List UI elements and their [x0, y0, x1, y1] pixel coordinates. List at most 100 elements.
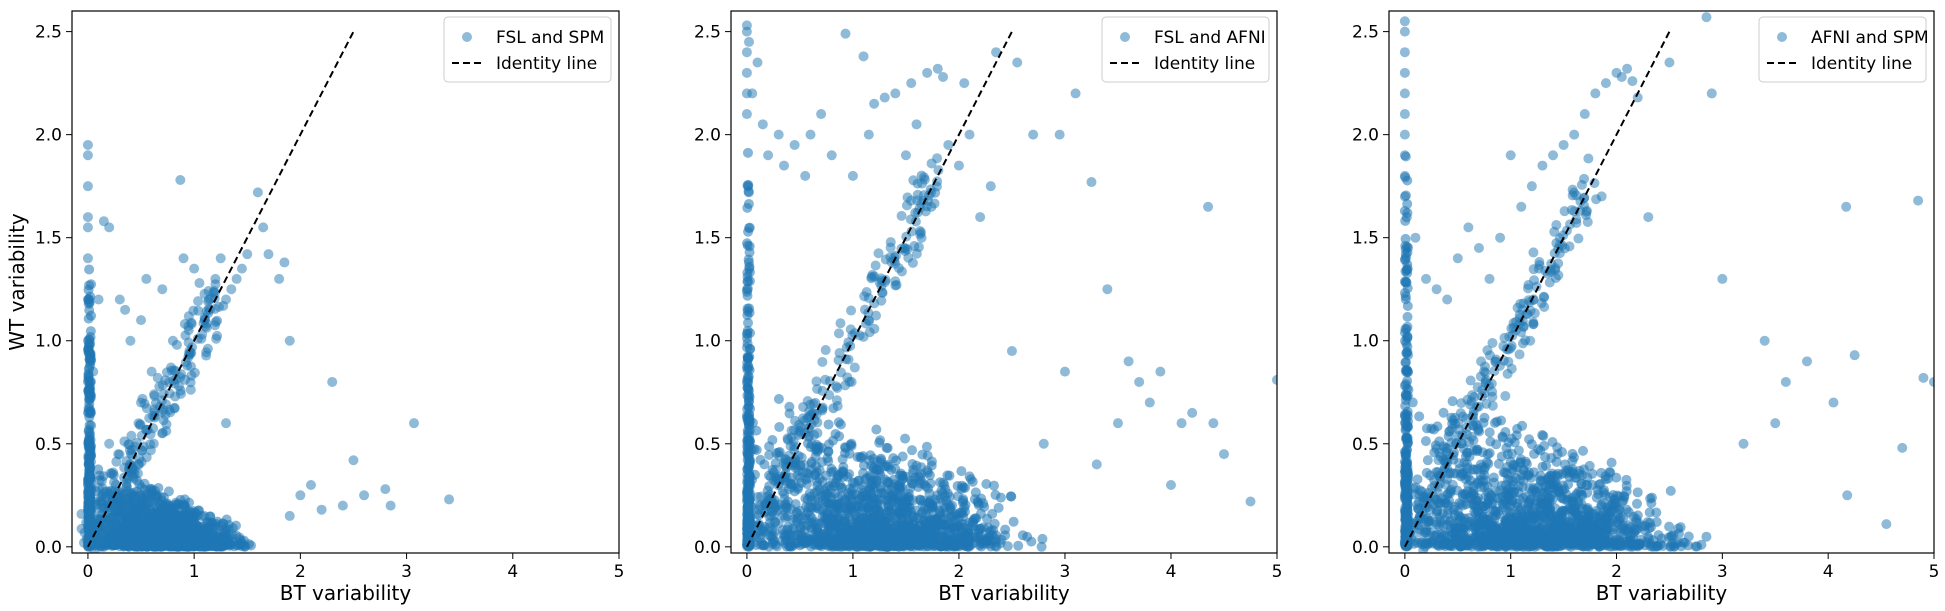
data-point	[741, 47, 752, 58]
cloud-point	[871, 475, 882, 486]
cloud-point	[209, 286, 220, 297]
cloud-point	[889, 492, 900, 503]
cloud-point	[835, 318, 846, 329]
plot-area	[1399, 12, 1934, 553]
x-tick-label: 4	[507, 562, 518, 582]
cloud-point	[151, 490, 162, 501]
cloud-point	[743, 198, 754, 209]
cloud-point	[229, 541, 240, 552]
cloud-point	[85, 348, 96, 359]
cloud-point	[854, 501, 865, 512]
data-point	[104, 438, 115, 449]
cloud-point	[151, 539, 162, 550]
cloud-point	[155, 499, 166, 510]
data-point	[789, 139, 800, 150]
cloud-point	[956, 466, 967, 477]
identity-line	[87, 31, 355, 548]
data-point	[279, 257, 290, 268]
cloud-point	[790, 456, 801, 467]
cloud-point	[911, 248, 922, 259]
cloud-point	[878, 494, 889, 505]
cloud-point	[916, 462, 927, 473]
cloud-point	[1491, 439, 1502, 450]
cloud-point	[898, 541, 909, 552]
data-point	[385, 500, 396, 511]
cloud-point	[135, 516, 146, 527]
cloud-point	[926, 201, 937, 212]
cloud-point	[764, 449, 775, 460]
cloud-point	[742, 276, 753, 287]
cloud-point	[79, 527, 90, 538]
data-point	[800, 170, 811, 181]
cloud-point	[89, 546, 100, 553]
cloud-point	[901, 200, 912, 211]
data-point	[194, 278, 205, 289]
subplot-1: 0 1 2 3 4 50.00.51.01.52.02.5BT variabilityWT…	[5, 10, 624, 605]
cloud-point	[800, 537, 811, 548]
cloud-point	[913, 481, 924, 492]
data-point	[890, 88, 901, 99]
cloud-point	[1422, 455, 1433, 466]
cloud-point	[859, 460, 870, 471]
subplot-2: 0 1 2 3 4 50.00.51.01.52.02.5BT variabilityFS…	[694, 10, 1283, 605]
data-point	[847, 170, 858, 181]
data-point	[911, 119, 922, 130]
cloud-point	[785, 441, 796, 452]
cloud-point	[770, 472, 781, 483]
y-tick-label: 0.0	[694, 538, 721, 558]
cloud-point	[792, 508, 803, 519]
x-tick-label: 5	[1272, 562, 1283, 582]
data-point	[175, 174, 186, 185]
cloud-point	[219, 524, 230, 535]
cloud-point	[1005, 491, 1016, 502]
cloud-point	[815, 518, 826, 529]
cloud-point	[941, 495, 952, 506]
cloud-point	[889, 535, 900, 546]
data-point	[236, 263, 247, 274]
cloud-point	[84, 305, 95, 316]
cloud-point	[893, 263, 904, 274]
cloud-point	[1481, 457, 1492, 468]
cloud-point	[823, 419, 834, 430]
cloud-point	[833, 417, 844, 428]
cloud-point	[782, 433, 793, 444]
data-point	[1059, 366, 1070, 377]
cloud-point	[871, 310, 882, 321]
cloud-point	[759, 540, 770, 551]
cloud-point	[1037, 533, 1048, 544]
cloud-point	[1664, 521, 1675, 532]
cloud-point	[832, 382, 843, 393]
y-tick-label: 1.0	[35, 332, 62, 352]
cloud-point	[1017, 530, 1028, 541]
cloud-point	[145, 515, 156, 526]
cloud-point	[900, 433, 911, 444]
cloud-point	[83, 313, 94, 324]
data-point	[1028, 129, 1039, 140]
cloud-point	[755, 530, 766, 541]
cloud-point	[1036, 541, 1047, 552]
cloud-point	[759, 459, 770, 470]
cloud-point	[817, 356, 828, 367]
cloud-point	[845, 324, 856, 335]
data-point	[1165, 479, 1176, 490]
data-point	[1123, 356, 1134, 367]
cloud-point	[157, 427, 168, 438]
cloud-point	[742, 303, 753, 314]
y-tick-label: 1.0	[694, 332, 721, 352]
y-tick-label: 2.0	[35, 126, 62, 146]
y-tick-label: 2.5	[35, 23, 62, 43]
cloud-point	[211, 333, 222, 344]
cloud-point	[753, 554, 763, 564]
cloud-point	[202, 517, 213, 528]
data-point	[816, 109, 827, 120]
cloud-point	[111, 456, 122, 467]
data-point	[252, 187, 263, 198]
cloud-point	[234, 532, 245, 543]
cloud-point	[891, 455, 902, 466]
cloud-point	[948, 532, 959, 543]
data-point	[985, 181, 996, 192]
cloud-point	[906, 226, 917, 237]
y-tick-label: 0.5	[694, 435, 721, 455]
cloud-point	[84, 450, 95, 461]
